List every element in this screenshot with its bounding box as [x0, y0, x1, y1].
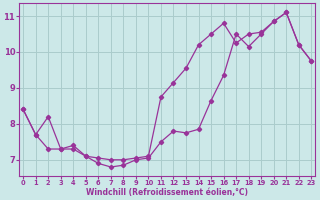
X-axis label: Windchill (Refroidissement éolien,°C): Windchill (Refroidissement éolien,°C)	[86, 188, 248, 197]
